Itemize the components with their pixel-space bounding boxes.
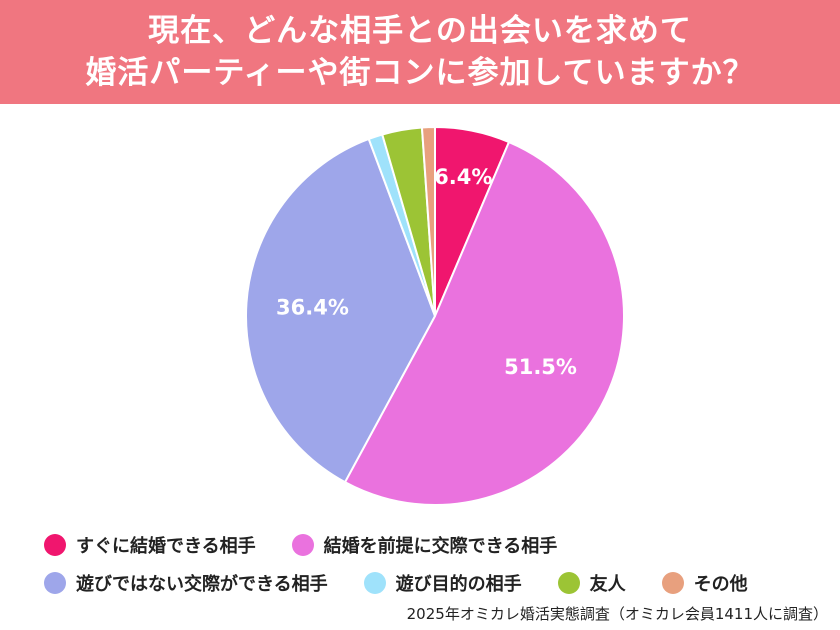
pie-slice xyxy=(343,140,625,506)
legend: すぐに結婚できる相手 結婚を前提に交際できる相手 遊びではない交際ができる相手 … xyxy=(44,526,834,602)
legend-item: すぐに結婚できる相手 xyxy=(44,532,256,558)
pie-chart: 6.4% 51.5% 36.4% xyxy=(245,126,625,506)
slice-data-label: 36.4% xyxy=(276,296,349,320)
legend-item: 遊び目的の相手 xyxy=(363,570,522,596)
legend-row-2: 遊びではない交際ができる相手 遊び目的の相手 友人 その他 xyxy=(44,564,834,602)
legend-swatch-sugu-kekkon xyxy=(44,534,66,556)
legend-label: すぐに結婚できる相手 xyxy=(76,536,256,557)
legend-swatch-sonota xyxy=(661,572,684,594)
pie-slice xyxy=(245,137,437,484)
legend-label: その他 xyxy=(693,574,748,595)
pie-slice xyxy=(420,126,436,317)
legend-item: その他 xyxy=(661,570,748,596)
legend-label: 遊びではない交際ができる相手 xyxy=(76,574,328,595)
source-note: 2025年オミカレ婚活実態調査（オミカレ会員1411人に調査） xyxy=(406,605,828,623)
legend-swatch-yuujin xyxy=(557,572,580,594)
slice-data-label: 51.5% xyxy=(504,355,577,379)
chart-title-line-1: 現在、どんな相手との出会いを求めて xyxy=(148,13,692,49)
title-banner: 現在、どんな相手との出会いを求めて 婚活パーティーや街コンに参加していますか？ xyxy=(0,0,840,104)
legend-item: 遊びではない交際ができる相手 xyxy=(44,570,328,596)
legend-swatch-kekkon-zentei xyxy=(291,534,314,556)
legend-swatch-asobi-mokuteki xyxy=(363,572,386,594)
legend-label: 遊び目的の相手 xyxy=(395,574,522,595)
legend-label: 友人 xyxy=(589,574,626,595)
legend-swatch-asobi-dewanai xyxy=(44,572,66,594)
legend-label: 結婚を前提に交際できる相手 xyxy=(323,536,558,557)
legend-row-1: すぐに結婚できる相手 結婚を前提に交際できる相手 xyxy=(44,526,834,564)
legend-item: 結婚を前提に交際できる相手 xyxy=(291,532,558,558)
slice-data-label: 6.4% xyxy=(434,165,492,189)
legend-item: 友人 xyxy=(557,570,626,596)
chart-title-line-2: 婚活パーティーや街コンに参加していますか？ xyxy=(85,55,755,91)
